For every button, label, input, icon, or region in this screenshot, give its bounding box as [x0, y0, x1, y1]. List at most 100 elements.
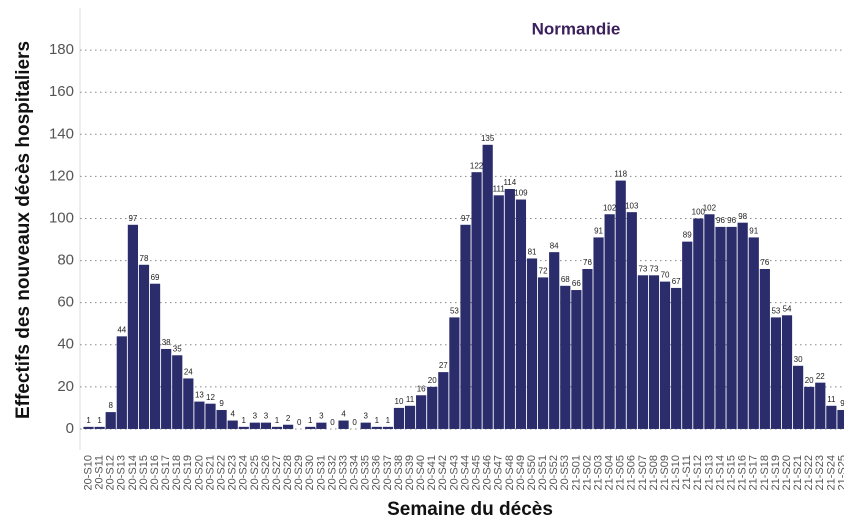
x-tick-label: 20-S15: [138, 455, 150, 490]
bar: [781, 315, 793, 429]
value-label: 12: [206, 393, 215, 402]
y-tick-label: 120: [49, 167, 74, 184]
x-tick-label: 20-S29: [293, 455, 305, 490]
x-tick-label: 20-S52: [548, 455, 560, 490]
x-tick-label: 20-S17: [160, 455, 172, 490]
x-tick-label: 20-S33: [337, 455, 349, 490]
x-tick-label: 21-S05: [615, 455, 627, 490]
bar: [637, 275, 648, 429]
x-tick-label: 21-S14: [714, 455, 726, 490]
x-tick-label: 21-S13: [703, 455, 715, 490]
bar: [404, 405, 416, 429]
value-label: 98: [738, 212, 747, 221]
value-label: 13: [195, 391, 204, 400]
bar: [671, 287, 682, 429]
bar: [416, 395, 427, 429]
x-tick-label: 21-S16: [737, 455, 749, 490]
value-label: 38: [162, 338, 171, 347]
x-tick-label: 20-S27: [271, 455, 283, 490]
x-tick-label: 20-S41: [426, 455, 438, 490]
bar: [715, 226, 726, 429]
bar: [759, 268, 770, 429]
bar: [283, 424, 294, 429]
bar: [493, 195, 504, 429]
x-tick-label: 21-S21: [792, 455, 804, 490]
value-label: 3: [264, 412, 269, 421]
value-label: 30: [794, 355, 803, 364]
bar: [837, 410, 844, 429]
bar: [659, 281, 671, 429]
bar: [238, 426, 249, 429]
bar: [504, 189, 515, 429]
x-tick-label: 20-S25: [249, 455, 261, 490]
y-tick-label: 180: [49, 41, 74, 58]
bar: [748, 237, 759, 429]
x-tick-label: 20-S31: [315, 455, 327, 490]
bar: [316, 422, 327, 429]
value-label: 122: [470, 161, 484, 170]
value-label: 35: [173, 344, 182, 353]
x-tick-label: 21-S20: [781, 455, 793, 490]
x-tick-label: 20-S34: [349, 455, 361, 490]
x-tick-label: 20-S21: [204, 455, 216, 490]
bar: [737, 222, 748, 429]
bar: [183, 378, 194, 429]
value-label: 44: [117, 325, 126, 334]
value-label: 2: [286, 414, 291, 423]
value-label: 103: [625, 201, 639, 210]
bar: [116, 336, 127, 429]
x-tick-label: 21-S01: [570, 455, 582, 490]
x-tick-label: 21-S04: [604, 455, 616, 490]
value-label: 0: [352, 418, 357, 427]
bar: [471, 172, 482, 429]
x-tick-label: 21-S17: [748, 455, 760, 490]
x-tick-label: 21-S24: [825, 455, 837, 490]
x-tick-label: 21-S03: [592, 455, 604, 490]
x-tick-label: 20-S24: [238, 455, 250, 490]
x-tick-label: 20-S44: [459, 455, 471, 490]
value-label: 1: [97, 416, 102, 425]
value-label: 27: [439, 361, 448, 370]
bar: [526, 258, 538, 429]
x-tick-label: 20-S30: [304, 455, 316, 490]
bar: [704, 214, 715, 429]
bar: [826, 405, 837, 429]
x-tick-label: 20-S45: [470, 455, 482, 490]
value-label: 91: [594, 227, 603, 236]
value-label: 102: [603, 203, 617, 212]
bar: [538, 277, 549, 429]
bar: [393, 407, 405, 429]
x-tick-label: 20-S12: [105, 455, 117, 490]
value-label: 4: [341, 410, 346, 419]
value-label: 11: [827, 395, 836, 404]
bar: [271, 426, 283, 429]
value-label: 22: [816, 372, 825, 381]
bar: [648, 275, 660, 429]
bar: [815, 382, 826, 429]
bar: [449, 317, 460, 429]
value-label: 1: [86, 416, 91, 425]
x-tick-label: 21-S25: [836, 455, 844, 490]
y-tick-label: 40: [57, 336, 74, 353]
bar: [194, 401, 205, 429]
value-label: 69: [151, 273, 160, 282]
y-tick-label: 140: [49, 125, 74, 142]
value-label: 81: [528, 248, 537, 257]
x-tick-label: 20-S35: [360, 455, 372, 490]
bar: [482, 144, 493, 429]
value-label: 66: [572, 279, 581, 288]
value-label: 111: [493, 184, 506, 193]
value-label: 3: [253, 412, 258, 421]
x-tick-label: 20-S47: [493, 455, 505, 490]
bar: [693, 218, 704, 429]
bar: [249, 422, 260, 429]
value-label: 1: [386, 416, 391, 425]
x-tick-label: 20-S22: [215, 455, 227, 490]
x-tick-label: 20-S42: [437, 455, 449, 490]
bar: [682, 241, 693, 429]
bar: [305, 426, 316, 429]
value-label: 73: [650, 264, 659, 273]
x-tick-label: 21-S10: [670, 455, 682, 490]
bar: [371, 426, 382, 429]
